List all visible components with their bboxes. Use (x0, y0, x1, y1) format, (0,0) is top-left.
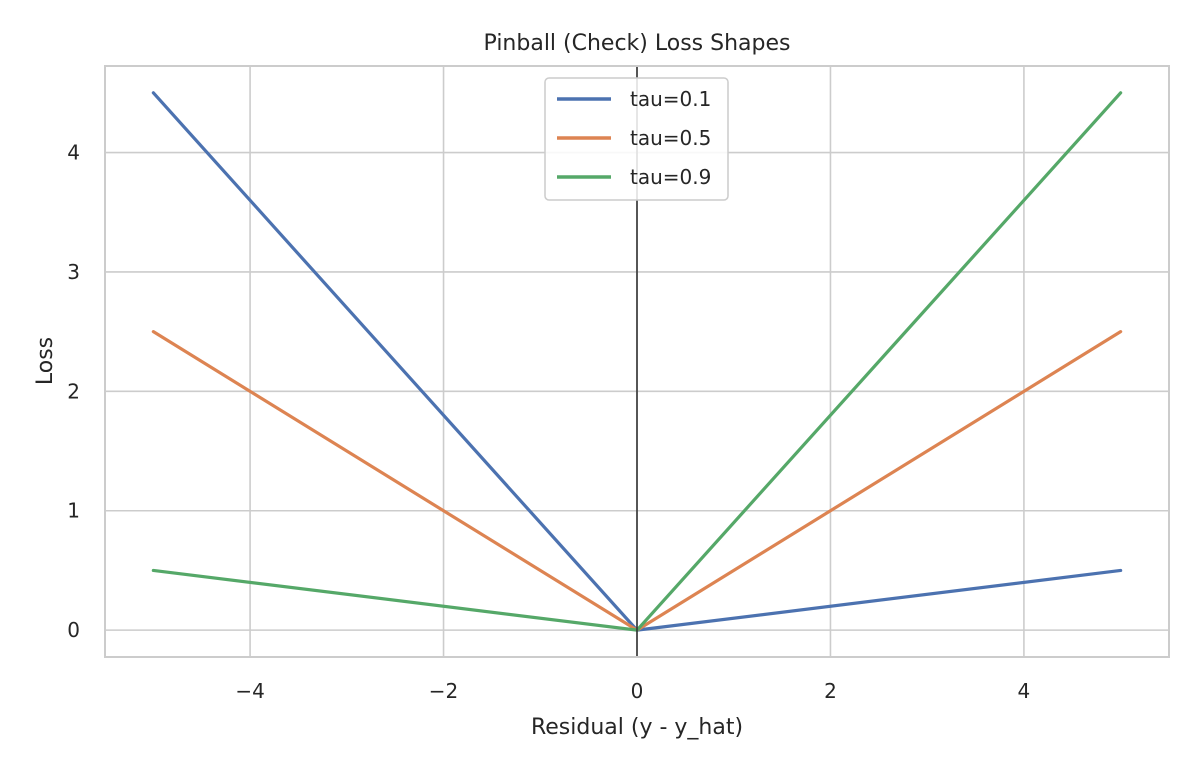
x-tick-label: 0 (631, 679, 644, 703)
y-tick-label: 2 (67, 379, 80, 403)
plot-frame (104, 65, 1170, 658)
x-tick-label: −2 (429, 679, 458, 703)
x-tick-label: 2 (824, 679, 837, 703)
x-axis-label: Residual (y - y_hat) (531, 715, 743, 740)
x-tick-labels: −4 −2 0 2 4 (235, 679, 1030, 703)
legend-label: tau=0.1 (630, 87, 711, 111)
y-tick-labels: 0 1 2 3 4 (67, 141, 80, 643)
x-tick-label: −4 (235, 679, 264, 703)
y-tick-label: 3 (67, 260, 80, 284)
y-axis-label: Loss (33, 337, 58, 385)
y-tick-label: 1 (67, 499, 80, 523)
legend-label: tau=0.9 (630, 165, 711, 189)
legend-box (544, 77, 729, 201)
chart-title: Pinball (Check) Loss Shapes (484, 31, 791, 56)
legend: tau=0.1 tau=0.5 tau=0.9 (544, 77, 729, 201)
legend-label: tau=0.5 (630, 126, 711, 150)
x-tick-label: 4 (1018, 679, 1031, 703)
y-tick-label: 0 (67, 618, 80, 642)
y-tick-label: 4 (67, 141, 80, 165)
